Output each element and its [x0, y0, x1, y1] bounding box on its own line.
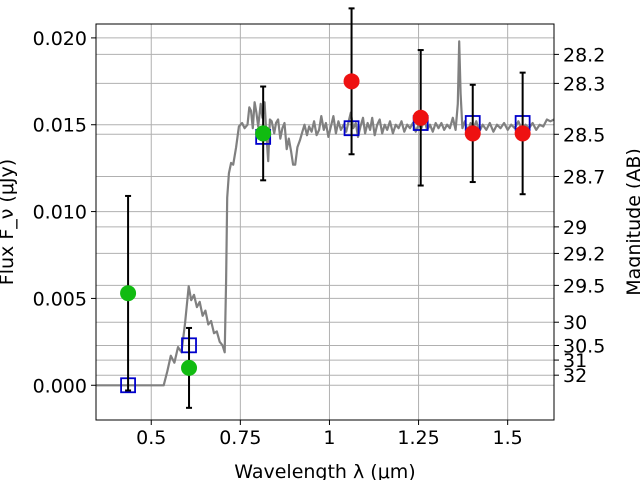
- x-tick-label: 1: [323, 427, 335, 449]
- mag-tick-label: 32: [563, 365, 587, 387]
- mag-tick-label: 28.2: [563, 44, 605, 66]
- mag-tick-label: 30: [563, 312, 587, 334]
- grid: [96, 24, 554, 420]
- x-axis-label: Wavelength λ (μm): [234, 461, 415, 480]
- plot-frame: [95, 23, 555, 421]
- mag-tick-label: 28.3: [563, 73, 605, 95]
- y-axis-label: Flux F_ν (μJy): [0, 159, 18, 285]
- mag-tick-label: 29.2: [563, 243, 605, 265]
- mag-tick-label: 28.7: [563, 166, 605, 188]
- non-detection-point: [412, 109, 429, 126]
- y-tick-label: 0.020: [33, 28, 87, 50]
- mag-tick-label: 28.5: [563, 124, 605, 146]
- mag-tick-label: 29.5: [563, 275, 605, 297]
- y-tick-label: 0.000: [33, 375, 87, 397]
- y-tick-label: 0.010: [33, 202, 87, 224]
- detection-point: [181, 359, 198, 376]
- x-tick-label: 1.5: [493, 427, 523, 449]
- x-tick-label: 0.75: [219, 427, 261, 449]
- axis-ticks: 0.5 0.75 1 1.25 1.5 0.000 0.005 0.010 0.015 0.020…: [33, 28, 606, 449]
- mag-tick-label: 31: [563, 350, 587, 372]
- x-tick-label: 1.25: [397, 427, 439, 449]
- non-detection-point: [343, 73, 360, 90]
- x-tick-label: 0.5: [136, 427, 166, 449]
- points-layer: [120, 7, 531, 409]
- mag-tick-label: 29: [563, 217, 587, 239]
- y-tick-label: 0.015: [33, 115, 87, 137]
- non-detection-point: [514, 125, 531, 142]
- y-tick-label: 0.005: [33, 288, 87, 310]
- non-detection-point: [464, 125, 481, 142]
- mag-tick-label: 30.5: [563, 335, 605, 357]
- detection-point: [255, 125, 272, 142]
- right-axis-label: Magnitude (AB): [623, 148, 640, 296]
- detection-point: [120, 285, 137, 302]
